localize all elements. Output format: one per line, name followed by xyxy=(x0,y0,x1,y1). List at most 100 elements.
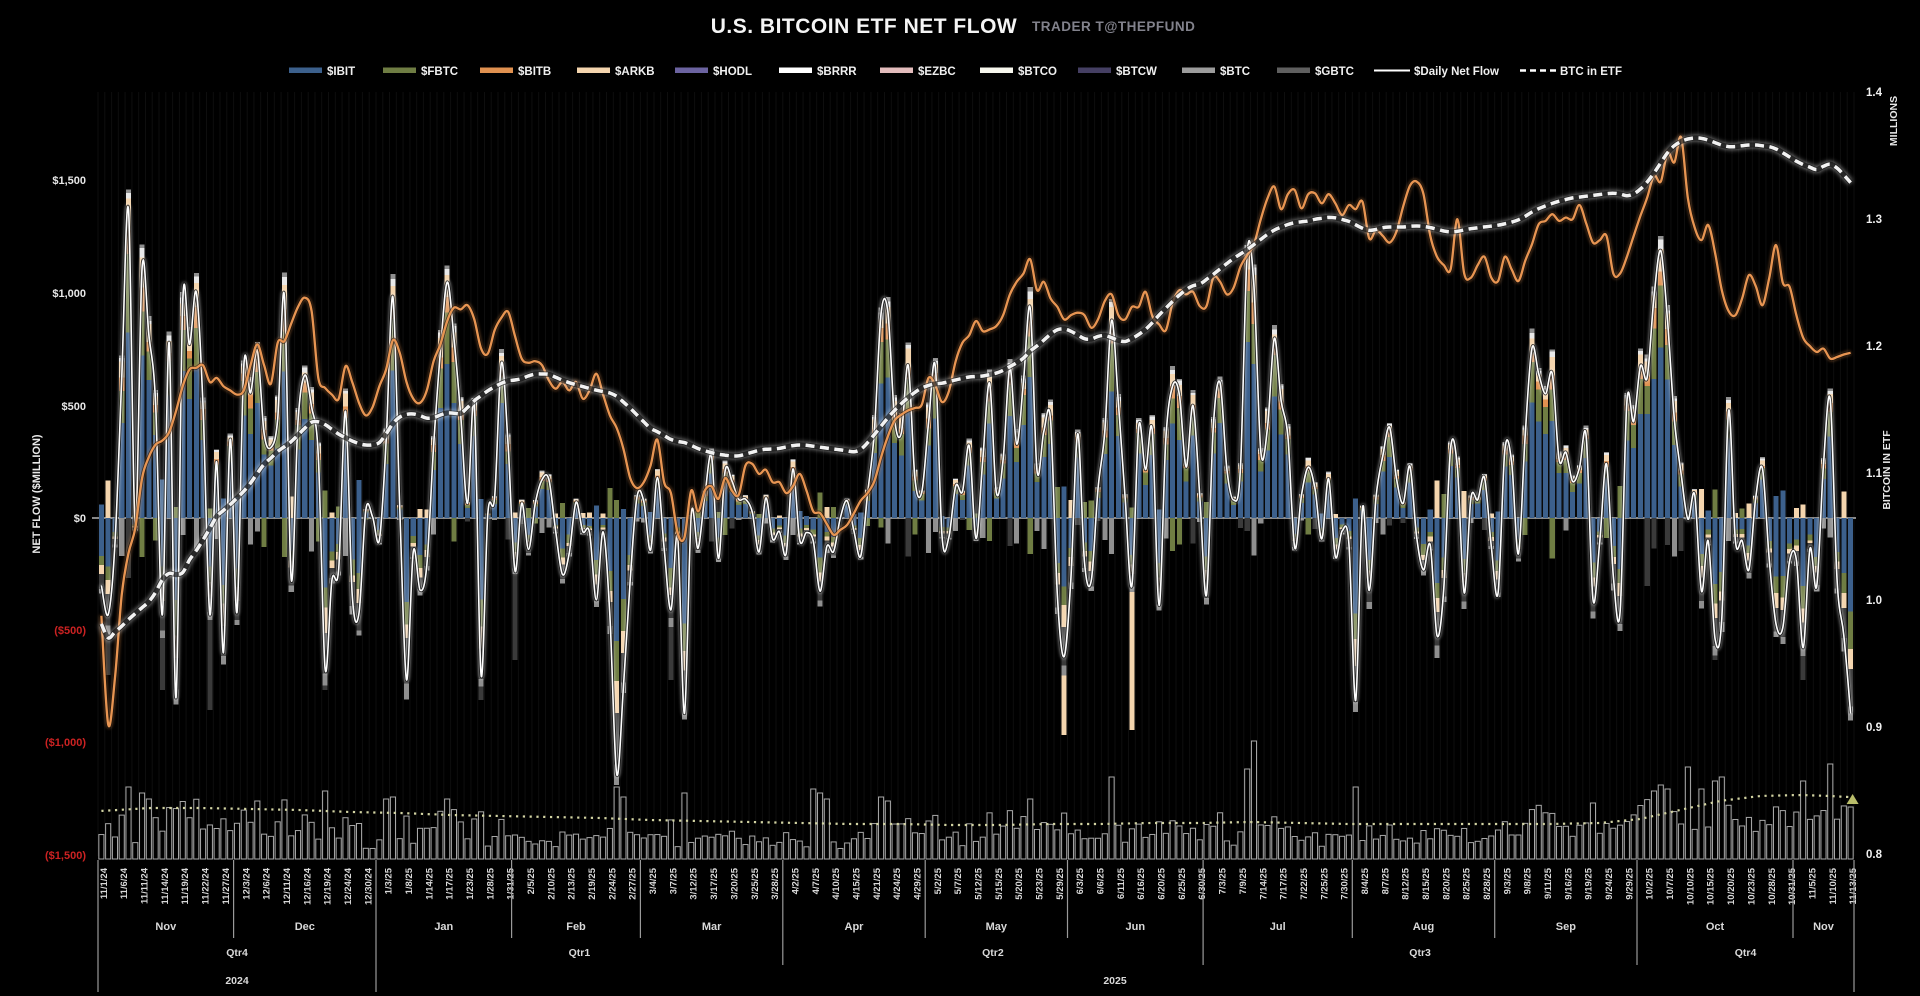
svg-text:5/2/25: 5/2/25 xyxy=(933,867,944,894)
svg-text:$IBIT: $IBIT xyxy=(327,66,355,78)
svg-text:3/25/25: 3/25/25 xyxy=(750,867,761,899)
svg-text:6/20/25: 6/20/25 xyxy=(1157,867,1168,899)
svg-text:May: May xyxy=(986,921,1008,933)
svg-text:$HODL: $HODL xyxy=(713,66,752,78)
svg-text:BITCOIN IN ETF: BITCOIN IN ETF xyxy=(1881,430,1893,510)
svg-text:10/28/25: 10/28/25 xyxy=(1767,867,1778,905)
svg-text:4/7/25: 4/7/25 xyxy=(811,867,822,894)
svg-text:8/20/25: 8/20/25 xyxy=(1441,867,1452,899)
svg-text:9/8/25: 9/8/25 xyxy=(1523,867,1534,894)
svg-text:Qtr1: Qtr1 xyxy=(569,947,591,959)
svg-text:7/25/25: 7/25/25 xyxy=(1319,867,1330,899)
svg-text:2/13/25: 2/13/25 xyxy=(567,867,578,899)
svg-text:10/2/25: 10/2/25 xyxy=(1645,867,1656,899)
svg-text:9/24/25: 9/24/25 xyxy=(1604,867,1615,899)
svg-text:2/27/25: 2/27/25 xyxy=(628,867,639,899)
svg-text:1/14/25: 1/14/25 xyxy=(424,867,435,899)
svg-text:6/3/25: 6/3/25 xyxy=(1075,867,1086,894)
svg-text:0.8: 0.8 xyxy=(1866,849,1883,861)
svg-text:4/21/25: 4/21/25 xyxy=(872,867,883,899)
svg-text:4/24/25: 4/24/25 xyxy=(892,867,903,899)
svg-text:1.4: 1.4 xyxy=(1866,87,1883,99)
svg-text:9/29/25: 9/29/25 xyxy=(1624,867,1635,899)
svg-text:11/14/24: 11/14/24 xyxy=(160,867,171,904)
svg-text:Aug: Aug xyxy=(1413,921,1434,933)
svg-text:$BTC: $BTC xyxy=(1220,66,1250,78)
svg-text:Nov: Nov xyxy=(1813,921,1835,933)
svg-text:11/22/24: 11/22/24 xyxy=(201,867,212,904)
svg-text:($1,500): ($1,500) xyxy=(45,850,86,862)
svg-text:$FBTC: $FBTC xyxy=(421,66,458,78)
svg-text:12/16/24: 12/16/24 xyxy=(302,867,313,905)
svg-text:3/12/25: 3/12/25 xyxy=(689,867,700,899)
svg-text:2025: 2025 xyxy=(1103,975,1127,987)
svg-text:12/24/24: 12/24/24 xyxy=(343,867,354,905)
svg-text:10/23/25: 10/23/25 xyxy=(1746,867,1757,905)
svg-text:11/1/24: 11/1/24 xyxy=(99,867,110,899)
svg-text:1.0: 1.0 xyxy=(1866,595,1882,607)
svg-text:2/10/25: 2/10/25 xyxy=(546,867,557,899)
svg-text:MILLIONS: MILLIONS xyxy=(1888,96,1900,146)
svg-text:6/6/25: 6/6/25 xyxy=(1096,867,1107,894)
svg-text:10/15/25: 10/15/25 xyxy=(1706,867,1717,905)
svg-text:5/20/25: 5/20/25 xyxy=(1014,867,1025,899)
svg-text:$BITB: $BITB xyxy=(518,66,551,78)
svg-text:1/3/25: 1/3/25 xyxy=(384,867,395,894)
svg-text:Mar: Mar xyxy=(702,921,722,933)
svg-text:$EZBC: $EZBC xyxy=(918,66,956,78)
svg-text:2/24/25: 2/24/25 xyxy=(607,867,618,899)
svg-text:Qtr4: Qtr4 xyxy=(226,947,248,959)
svg-text:8/28/25: 8/28/25 xyxy=(1482,867,1493,899)
svg-text:8/25/25: 8/25/25 xyxy=(1462,867,1473,899)
svg-text:4/10/25: 4/10/25 xyxy=(831,867,842,899)
svg-text:10/10/25: 10/10/25 xyxy=(1685,867,1696,905)
svg-text:11/6/24: 11/6/24 xyxy=(119,867,130,899)
svg-text:2/5/25: 2/5/25 xyxy=(526,867,537,894)
svg-text:4/15/25: 4/15/25 xyxy=(852,867,863,899)
svg-text:2024: 2024 xyxy=(225,975,249,987)
svg-text:6/11/25: 6/11/25 xyxy=(1116,867,1127,899)
svg-text:Qtr4: Qtr4 xyxy=(1735,947,1757,959)
svg-text:1.1: 1.1 xyxy=(1866,468,1883,480)
svg-text:7/14/25: 7/14/25 xyxy=(1258,867,1269,899)
svg-text:11/10/25: 11/10/25 xyxy=(1828,867,1839,904)
svg-text:10/7/25: 10/7/25 xyxy=(1665,867,1676,899)
svg-text:3/20/25: 3/20/25 xyxy=(729,867,740,899)
svg-text:Dec: Dec xyxy=(295,921,315,933)
svg-text:($1,000): ($1,000) xyxy=(45,737,86,749)
svg-text:$1,500: $1,500 xyxy=(52,175,86,187)
svg-text:$1,000: $1,000 xyxy=(52,288,86,300)
svg-text:1.3: 1.3 xyxy=(1866,214,1882,226)
svg-text:3/7/25: 3/7/25 xyxy=(668,867,679,894)
svg-text:U.S. BITCOIN ETF NET FLOW: U.S. BITCOIN ETF NET FLOW xyxy=(711,15,1017,38)
svg-text:1/8/25: 1/8/25 xyxy=(404,867,415,894)
svg-text:11/19/24: 11/19/24 xyxy=(180,867,191,904)
svg-text:12/11/24: 12/11/24 xyxy=(282,867,293,904)
svg-text:6/25/25: 6/25/25 xyxy=(1177,867,1188,899)
svg-text:Qtr2: Qtr2 xyxy=(982,947,1004,959)
svg-text:9/3/25: 9/3/25 xyxy=(1502,867,1513,894)
svg-text:4/2/25: 4/2/25 xyxy=(790,867,801,894)
svg-text:9/11/25: 9/11/25 xyxy=(1543,867,1554,899)
svg-text:Qtr3: Qtr3 xyxy=(1409,947,1431,959)
svg-text:1/17/25: 1/17/25 xyxy=(445,867,456,899)
svg-text:Oct: Oct xyxy=(1706,921,1725,933)
svg-text:1/23/25: 1/23/25 xyxy=(465,867,476,899)
svg-text:11/11/24: 11/11/24 xyxy=(140,867,151,904)
svg-text:5/12/25: 5/12/25 xyxy=(974,867,985,899)
svg-text:BTC in ETF: BTC in ETF xyxy=(1560,66,1622,78)
svg-text:7/22/25: 7/22/25 xyxy=(1299,867,1310,899)
svg-text:7/17/25: 7/17/25 xyxy=(1279,867,1290,899)
svg-text:Jul: Jul xyxy=(1270,921,1286,933)
svg-text:9/19/25: 9/19/25 xyxy=(1584,867,1595,899)
svg-text:Jun: Jun xyxy=(1126,921,1146,933)
svg-text:5/23/25: 5/23/25 xyxy=(1035,867,1046,899)
svg-text:TRADER T@THEPFUND: TRADER T@THEPFUND xyxy=(1032,19,1195,34)
svg-text:3/17/25: 3/17/25 xyxy=(709,867,720,899)
svg-text:$BTCW: $BTCW xyxy=(1116,66,1157,78)
svg-text:12/6/24: 12/6/24 xyxy=(262,867,273,899)
svg-text:2/19/25: 2/19/25 xyxy=(587,867,598,899)
svg-text:$0: $0 xyxy=(74,513,86,525)
svg-text:Sep: Sep xyxy=(1556,921,1576,933)
svg-text:6/16/25: 6/16/25 xyxy=(1136,867,1147,899)
